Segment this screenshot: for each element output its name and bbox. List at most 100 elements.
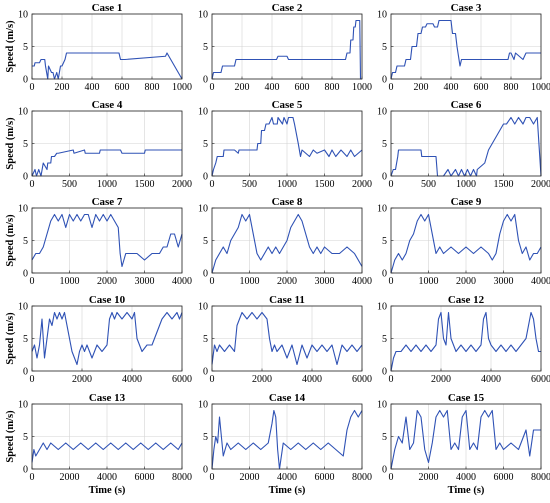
y-tick-label: 0 [203,75,208,86]
subplot-title: Case 8 [272,196,303,208]
speed-series-line [211,213,363,274]
y-tick-label: 10 [18,302,28,313]
x-tick-label: 600 [474,82,489,93]
x-tick-label: 1000 [172,82,192,93]
subplot-9: 0 1000 2000 3000 4000 0 5 10 Case 9 [377,196,550,287]
y-tick-label: 0 [382,465,387,476]
x-tick-label: 3000 [135,276,155,287]
x-tick-label: 1000 [240,276,260,287]
speed-series-line [390,409,541,470]
x-tick-label: 2000 [352,179,372,190]
subplot-6: 0 500 1000 1500 2000 0 5 10 Case 6 [377,99,550,190]
x-tick-label: 2000 [456,276,476,287]
x-tick-label: 6000 [531,374,550,385]
subplot-14: 0 2000 4000 6000 8000 0 5 10 Case 14 Time (s) [198,392,372,496]
y-tick-label: 5 [23,42,28,53]
x-tick-label: 4000 [122,374,142,385]
x-tick-label: 4000 [97,472,117,483]
y-tick-label: 5 [23,432,28,443]
x-tick-label: 500 [62,179,77,190]
x-tick-label: 0 [30,374,35,385]
y-tick-label: 0 [23,172,28,183]
subplot-title: Case 13 [89,392,126,404]
x-tick-label: 6000 [135,472,155,483]
y-tick-label: 0 [382,367,387,378]
x-tick-label: 1000 [352,82,372,93]
y-tick-label: 0 [382,269,387,280]
subplot-title: Case 9 [451,196,482,208]
speed-series-line [390,19,541,80]
y-tick-label: 0 [203,269,208,280]
x-tick-label: 500 [421,179,436,190]
subplot-13: 0 2000 4000 6000 8000 0 5 10 Case 13 Speed (m/s) T… [5,392,192,496]
x-tick-label: 1000 [97,179,117,190]
y-tick-label: 5 [23,236,28,247]
subplot-12: 0 2000 4000 6000 0 5 10 Case 12 [377,294,550,385]
subplot-title: Case 15 [448,392,485,404]
x-tick-label: 400 [265,82,280,93]
x-tick-label: 0 [389,472,394,483]
x-tick-label: 1500 [315,179,335,190]
subplot-11: 0 2000 4000 6000 0 5 10 Case 11 [198,294,372,385]
x-axis-label: Time (s) [269,485,306,496]
x-tick-label: 8000 [172,472,192,483]
x-tick-label: 0 [210,374,215,385]
subplot-title: Case 3 [451,2,482,14]
subplot-7: 0 1000 2000 3000 4000 0 5 10 Case 7 Speed (m/s) [5,196,192,287]
subplot-10: 0 2000 4000 6000 0 5 10 Case 10 Speed (m/s) [5,294,192,385]
speed-series-line [211,116,363,177]
subplot-title: Case 14 [269,392,306,404]
x-tick-label: 8000 [352,472,372,483]
x-tick-label: 2000 [240,472,260,483]
y-tick-label: 0 [203,172,208,183]
x-tick-label: 800 [325,82,340,93]
speed-series-line [211,409,363,470]
subplot-15: 0 2000 4000 6000 8000 0 5 10 Case 15 Time (s) [377,392,550,496]
y-tick-label: 5 [382,334,387,345]
x-tick-label: 0 [30,276,35,287]
speed-series-line [390,311,541,372]
x-tick-label: 2000 [97,276,117,287]
y-tick-label: 10 [377,107,387,118]
y-tick-label: 10 [377,302,387,313]
x-tick-label: 6000 [315,472,335,483]
y-tick-label: 0 [23,75,28,86]
x-tick-label: 8000 [531,472,550,483]
x-tick-label: 6000 [172,374,192,385]
x-tick-label: 1000 [60,276,80,287]
y-axis-label: Speed (m/s) [5,312,16,365]
x-axis-label: Time (s) [89,485,126,496]
y-tick-label: 5 [382,139,387,150]
speed-series-line [211,311,363,366]
subplot-title: Case 10 [89,294,126,306]
x-tick-label: 2000 [72,374,92,385]
x-tick-label: 0 [210,472,215,483]
x-tick-label: 4000 [481,374,501,385]
x-tick-label: 0 [210,82,215,93]
x-tick-label: 4000 [302,374,322,385]
x-tick-label: 600 [115,82,130,93]
x-tick-label: 200 [55,82,70,93]
y-tick-label: 5 [203,334,208,345]
y-tick-label: 0 [23,465,28,476]
y-tick-label: 0 [382,75,387,86]
x-tick-label: 1500 [494,179,514,190]
y-tick-label: 5 [203,236,208,247]
subplot-title: Case 5 [272,99,303,111]
x-tick-label: 0 [389,374,394,385]
y-tick-label: 5 [382,236,387,247]
y-tick-label: 10 [18,400,28,411]
x-tick-label: 200 [235,82,250,93]
subplot-title: Case 11 [269,294,305,306]
y-tick-label: 10 [198,204,208,215]
x-tick-label: 2000 [419,472,439,483]
y-tick-label: 10 [198,107,208,118]
x-tick-label: 400 [85,82,100,93]
subplot-8: 0 1000 2000 3000 4000 0 5 10 Case 8 [198,196,372,287]
speed-series-line [31,442,183,463]
y-axis-label: Speed (m/s) [5,214,16,267]
x-tick-label: 6000 [494,472,514,483]
subplot-title: Case 6 [451,99,482,111]
x-tick-label: 0 [210,276,215,287]
